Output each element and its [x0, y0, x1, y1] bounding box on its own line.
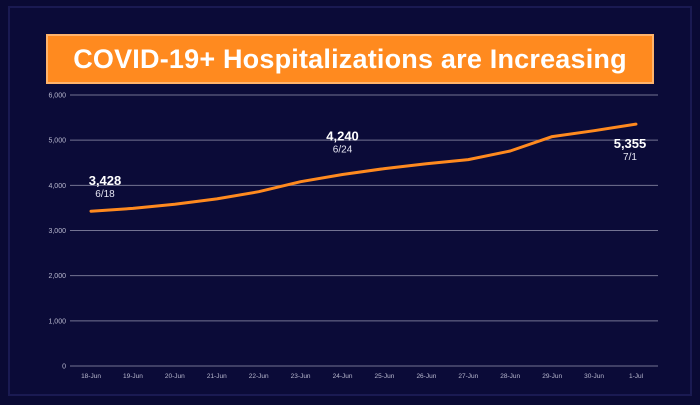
- annotation-date: 6/24: [333, 144, 353, 155]
- title-banner: COVID-19+ Hospitalizations are Increasin…: [46, 34, 654, 84]
- annotation-value: 4,240: [326, 128, 359, 143]
- annotation-date: 7/1: [623, 152, 637, 163]
- x-tick-label: 19-Jun: [123, 373, 143, 380]
- x-tick-label: 24-Jun: [333, 373, 353, 380]
- y-axis-ticks: 0 1,000 2,000 3,000 4,000 5,000 6,000: [48, 93, 66, 371]
- y-tick-label: 0: [62, 364, 66, 371]
- x-tick-label: 29-Jun: [542, 373, 562, 380]
- x-tick-label: 20-Jun: [165, 373, 185, 380]
- annotation-value: 5,355: [614, 136, 647, 151]
- annotation-date: 6/18: [95, 189, 115, 200]
- series-line: [89, 122, 638, 213]
- x-tick-label: 22-Jun: [249, 373, 269, 380]
- y-tick-label: 1,000: [48, 318, 66, 325]
- x-tick-label: 26-Jun: [416, 373, 436, 380]
- x-tick-label: 1-Jul: [629, 373, 644, 380]
- x-tick-label: 23-Jun: [291, 373, 311, 380]
- x-tick-label: 27-Jun: [458, 373, 478, 380]
- x-tick-label: 18-Jun: [81, 373, 101, 380]
- x-tick-label: 25-Jun: [375, 373, 395, 380]
- y-tick-label: 4,000: [48, 183, 66, 190]
- y-tick-label: 5,000: [48, 138, 66, 145]
- y-tick-label: 6,000: [48, 93, 66, 100]
- x-tick-label: 30-Jun: [584, 373, 604, 380]
- x-tick-label: 21-Jun: [207, 373, 227, 380]
- y-tick-label: 2,000: [48, 273, 66, 280]
- chart-title: COVID-19+ Hospitalizations are Increasin…: [73, 43, 627, 74]
- y-tick-label: 3,000: [48, 228, 66, 235]
- x-tick-label: 28-Jun: [500, 373, 520, 380]
- grid-lines: [70, 94, 658, 367]
- annotation-value: 3,428: [89, 173, 122, 188]
- x-axis-ticks: 18-Jun 19-Jun 20-Jun 21-Jun 22-Jun 23-Jun 24-J…: [81, 373, 644, 380]
